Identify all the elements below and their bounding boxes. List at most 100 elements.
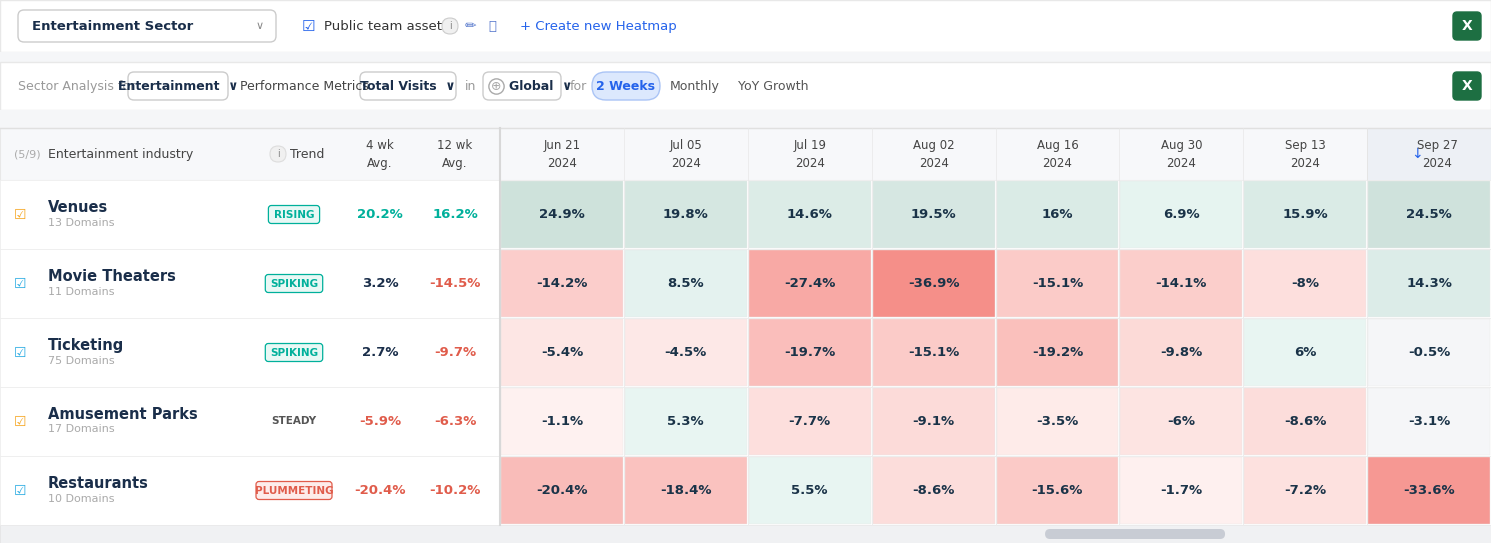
Bar [0, 62, 1491, 110]
Text: -10.2%: -10.2% [429, 484, 480, 497]
Text: in: in [465, 79, 477, 92]
Text: -9.1%: -9.1% [912, 415, 954, 428]
FancyBboxPatch shape [483, 72, 561, 100]
FancyBboxPatch shape [359, 72, 456, 100]
Bar [625, 319, 747, 386]
Text: Performance Metrics: Performance Metrics [240, 79, 368, 92]
Bar [625, 388, 747, 455]
Text: Movie Theaters: Movie Theaters [48, 269, 176, 284]
FancyBboxPatch shape [270, 146, 286, 162]
Text: Jun 21
2024: Jun 21 2024 [543, 138, 580, 169]
Bar [1245, 250, 1366, 317]
Text: STEADY: STEADY [271, 416, 316, 426]
Bar [0, 0, 1491, 52]
Text: -5.4%: -5.4% [541, 346, 583, 359]
Bar [0, 128, 1491, 180]
Bar [625, 457, 747, 524]
Text: -14.2%: -14.2% [537, 277, 587, 290]
FancyBboxPatch shape [1454, 12, 1481, 40]
Text: -14.5%: -14.5% [429, 277, 480, 290]
Text: 🗑: 🗑 [488, 20, 497, 33]
Text: -5.9%: -5.9% [359, 415, 401, 428]
FancyBboxPatch shape [268, 205, 319, 224]
Bar [0, 110, 1491, 128]
Text: Sector Analysis for: Sector Analysis for [18, 79, 136, 92]
Text: Aug 30
2024: Aug 30 2024 [1160, 138, 1202, 169]
Text: Jul 19
2024: Jul 19 2024 [793, 138, 826, 169]
Text: for: for [570, 79, 587, 92]
Text: -8.6%: -8.6% [912, 484, 954, 497]
Bar [996, 181, 1118, 248]
Text: Sep 13
2024: Sep 13 2024 [1285, 138, 1325, 169]
Text: + Create new Heatmap: + Create new Heatmap [520, 20, 677, 33]
Text: Trend: Trend [291, 148, 325, 161]
Bar [0, 180, 1491, 249]
Text: -3.5%: -3.5% [1036, 415, 1078, 428]
Text: -1.1%: -1.1% [541, 415, 583, 428]
Bar [501, 457, 623, 524]
FancyBboxPatch shape [265, 344, 322, 362]
Bar [1245, 457, 1366, 524]
Bar [1120, 388, 1242, 455]
Text: -8.6%: -8.6% [1284, 415, 1327, 428]
Text: Sep 27
2024: Sep 27 2024 [1416, 138, 1458, 169]
Bar [748, 457, 871, 524]
Text: Amusement Parks: Amusement Parks [48, 407, 198, 422]
Bar [1120, 319, 1242, 386]
Text: -19.7%: -19.7% [784, 346, 835, 359]
Text: ☑: ☑ [13, 414, 27, 428]
Text: 75 Domains: 75 Domains [48, 356, 115, 365]
Bar [0, 128, 1491, 525]
Text: ☑: ☑ [13, 207, 27, 222]
Bar [0, 525, 1491, 543]
Text: Ticketing: Ticketing [48, 338, 124, 353]
Bar [0, 318, 1491, 387]
Text: 2.7%: 2.7% [362, 346, 398, 359]
Text: 19.8%: 19.8% [663, 208, 708, 221]
Text: 6.9%: 6.9% [1163, 208, 1200, 221]
Text: Public team asset: Public team asset [324, 20, 441, 33]
Text: ☑: ☑ [13, 345, 27, 359]
Bar [1120, 457, 1242, 524]
Text: 14.3%: 14.3% [1406, 277, 1452, 290]
Text: -7.2%: -7.2% [1284, 484, 1327, 497]
Text: -19.2%: -19.2% [1032, 346, 1082, 359]
Text: Aug 02
2024: Aug 02 2024 [912, 138, 954, 169]
Bar [0, 52, 1491, 62]
Text: 20.2%: 20.2% [358, 208, 403, 221]
Text: Entertainment Sector: Entertainment Sector [31, 20, 194, 33]
Text: -15.1%: -15.1% [1032, 277, 1082, 290]
Bar [748, 319, 871, 386]
Text: 5.3%: 5.3% [668, 415, 704, 428]
Text: -27.4%: -27.4% [784, 277, 835, 290]
Text: 2 Weeks: 2 Weeks [596, 79, 656, 92]
Bar [501, 250, 623, 317]
Text: 13 Domains: 13 Domains [48, 218, 115, 228]
Text: ⊕: ⊕ [491, 79, 501, 92]
Text: 10 Domains: 10 Domains [48, 494, 115, 503]
Text: SPIKING: SPIKING [270, 279, 318, 288]
Text: 17 Domains: 17 Domains [48, 425, 115, 434]
Bar [1245, 388, 1366, 455]
Text: ∨: ∨ [256, 21, 264, 31]
Text: ☑: ☑ [303, 18, 316, 34]
Text: -9.7%: -9.7% [434, 346, 476, 359]
Text: YoY Growth: YoY Growth [738, 79, 808, 92]
Text: SPIKING: SPIKING [270, 348, 318, 357]
Text: Total Visits  ∨: Total Visits ∨ [361, 79, 456, 92]
Bar [1367, 128, 1491, 180]
Text: 24.9%: 24.9% [540, 208, 584, 221]
Text: X: X [1461, 19, 1473, 33]
Text: Monthly: Monthly [669, 79, 720, 92]
Bar [872, 388, 994, 455]
Bar [748, 181, 871, 248]
Text: -6.3%: -6.3% [434, 415, 476, 428]
Text: Restaurants: Restaurants [48, 476, 149, 491]
Text: Entertainment industry: Entertainment industry [48, 148, 194, 161]
Text: 3.2%: 3.2% [362, 277, 398, 290]
Bar [996, 319, 1118, 386]
Text: 16%: 16% [1042, 208, 1074, 221]
Text: -14.1%: -14.1% [1156, 277, 1208, 290]
Text: ✏: ✏ [464, 19, 476, 33]
Text: (5/9): (5/9) [13, 149, 40, 159]
